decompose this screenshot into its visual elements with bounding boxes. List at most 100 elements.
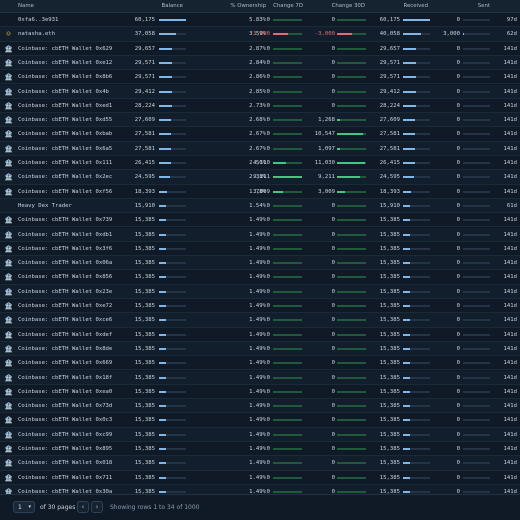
wallet-name-link[interactable]: Coinbase: cbETH Wallet 0x739 [18, 217, 113, 224]
table-row[interactable]: 🏦 Coinbase: cbETH Wallet 0x8b6 29,571 2.86%… [0, 70, 520, 85]
balance-value: 29,657 [134, 45, 155, 52]
age-value: 141d [503, 374, 517, 381]
header-name[interactable]: Name [18, 3, 34, 9]
change-30d-value: 0 [331, 102, 335, 109]
table-row[interactable]: 🏦 Coinbase: cbETH Wallet 0x18f 15,385 1.49%… [0, 370, 520, 385]
table-row[interactable]: 🏦 Coinbase: cbETH Wallet 0xdef 15,385 1.49%… [0, 328, 520, 342]
wallet-name-link[interactable]: Coinbase: cbETH Wallet 0xe12 [18, 59, 113, 66]
sent-value: 0 [456, 345, 460, 352]
table-row[interactable]: 🏦 Coinbase: cbETH Wallet 0x6a5 27,581 2.67%… [0, 141, 520, 156]
wallet-name-link[interactable]: Coinbase: cbETH Wallet 0xdef [18, 331, 113, 338]
wallet-name-link[interactable]: Coinbase: cbETH Wallet 0xe72 [18, 303, 113, 309]
header-received[interactable]: Received [403, 3, 428, 9]
table-row[interactable]: 🏦 Coinbase: cbETH Wallet 0xe12 29,571 2.84%… [0, 55, 520, 71]
wallet-name-link[interactable]: Coinbase: cbETH Wallet 0xf56 [18, 188, 113, 195]
table-row[interactable]: 🏦 Coinbase: cbETH Wallet 0x629 29,657 2.87%… [0, 42, 520, 56]
wallet-name-link[interactable]: Coinbase: cbETH Wallet 0xce6 [18, 317, 113, 324]
sent-value: 0 [456, 474, 460, 481]
change-7d-bar [273, 290, 302, 293]
header-change-30d[interactable]: Change 30D [331, 3, 365, 9]
table-row[interactable]: 🏦 Coinbase: cbETH Wallet 0x23e 15,385 1.49%… [0, 284, 520, 299]
table-row[interactable]: 🏦 Coinbase: cbETH Wallet 0x018 15,385 1.49%… [0, 456, 520, 471]
sent-value: 0 [456, 217, 460, 224]
wallet-name-link[interactable]: Coinbase: cbETH Wallet 0x4b [18, 88, 109, 95]
change-7d-value: 0 [266, 245, 270, 252]
table-row[interactable]: 🏦 Coinbase: cbETH Wallet 0xc99 15,385 1.49%… [0, 427, 520, 442]
table-row[interactable]: 🏦 Coinbase: cbETH Wallet 0xd55 27,609 2.68%… [0, 113, 520, 128]
table-row[interactable]: 🏦 Coinbase: cbETH Wallet 0x2ec 24,595 2.38%… [0, 170, 520, 185]
wallet-name-link[interactable]: Coinbase: cbETH Wallet 0xed1 [18, 102, 113, 109]
table-row[interactable]: 🏦 Coinbase: cbETH Wallet 0x4b 29,412 2.85% 0… [0, 84, 520, 99]
change-30d-bar [337, 262, 366, 265]
table-row[interactable]: 0xfa6..3e931 60,175 5.83% 0 0 60,175 0 97d [0, 13, 520, 28]
wallet-name-link[interactable]: Coinbase: cbETH Wallet 0x018 [18, 460, 113, 467]
table-row[interactable]: 🏦 Coinbase: cbETH Wallet 0x06a 15,385 1.49%… [0, 256, 520, 271]
wallet-name-link[interactable]: Coinbase: cbETH Wallet 0x8b6 [18, 74, 113, 81]
table-row[interactable]: 🏦 Coinbase: cbETH Wallet 0xbab 27,581 2.67%… [0, 127, 520, 142]
rows-summary: Showing rows 1 to 34 of 1000 [110, 504, 200, 511]
table-row[interactable]: 🏦 Coinbase: cbETH Wallet 0xea0 15,385 1.49%… [0, 385, 520, 400]
change-30d-bar [337, 19, 366, 21]
wallet-name-link[interactable]: Coinbase: cbETH Wallet 0x2ec [18, 174, 113, 181]
age-value: 141d [503, 388, 517, 395]
wallet-name-link[interactable]: Coinbase: cbETH Wallet 0x18f [18, 374, 113, 381]
change-7d-bar [273, 90, 302, 93]
table-row[interactable]: 🏦 Coinbase: cbETH Wallet 0x856 15,385 1.49%… [0, 270, 520, 285]
header-ownership[interactable]: % Ownership [230, 3, 266, 9]
wallet-name-link[interactable]: Coinbase: cbETH Wallet 0xbab [18, 131, 113, 138]
table-row[interactable]: 🏦 Coinbase: cbETH Wallet 0x739 15,385 1.49%… [0, 213, 520, 228]
table-row[interactable]: 🏦 Coinbase: cbETH Wallet 0x0c3 15,385 1.49%… [0, 413, 520, 428]
wallet-name-link[interactable]: Coinbase: cbETH Wallet 0x669 [18, 360, 113, 367]
table-row[interactable]: 🏦 Coinbase: cbETH Wallet 0xed1 28,224 2.73%… [0, 99, 520, 114]
wallet-name-link[interactable]: Coinbase: cbETH Wallet 0x6a5 [18, 145, 113, 152]
wallet-name-link[interactable]: Heavy Dex Trader [18, 202, 72, 209]
wallet-name-link[interactable]: 0xfa6..3e931 [18, 17, 59, 23]
wallet-name-link[interactable]: Coinbase: cbETH Wallet 0xea0 [18, 388, 113, 395]
wallet-name-link[interactable]: Coinbase: cbETH Wallet 0x23e [18, 288, 113, 295]
table-row[interactable]: 🏦 Coinbase: cbETH Wallet 0x111 26,415 2.56%… [0, 156, 520, 171]
prev-page-button[interactable]: ‹ [77, 501, 89, 513]
header-sent[interactable]: Sent [477, 3, 490, 9]
table-row[interactable]: 🏦 Coinbase: cbETH Wallet 0x73d 15,385 1.49%… [0, 399, 520, 414]
table-row[interactable]: 🏦 Coinbase: cbETH Wallet 0xe72 15,385 1.49%… [0, 299, 520, 314]
table-row[interactable]: 🏦 Coinbase: cbETH Wallet 0x711 15,385 1.49%… [0, 471, 520, 485]
wallet-name-link[interactable]: Coinbase: cbETH Wallet 0xdb1 [18, 231, 113, 238]
table-row[interactable]: 🏦 Coinbase: cbETH Wallet 0x669 15,385 1.49%… [0, 356, 520, 371]
page-select[interactable]: 1 ▾ [13, 501, 35, 513]
received-value: 15,385 [379, 460, 400, 467]
wallet-name-link[interactable]: Coinbase: cbETH Wallet 0x0c3 [18, 417, 113, 424]
bank-icon: 🏦 [4, 130, 13, 139]
wallet-name-link[interactable]: Coinbase: cbETH Wallet 0x895 [18, 446, 113, 452]
wallet-name-link[interactable]: Coinbase: cbETH Wallet 0x856 [18, 274, 113, 281]
wallet-name-link[interactable]: Coinbase: cbETH Wallet 0x711 [18, 474, 113, 481]
wallet-name-link[interactable]: Coinbase: cbETH Wallet 0xd55 [18, 117, 113, 124]
table-row[interactable]: 🏦 Coinbase: cbETH Wallet 0x3f6 15,385 1.49%… [0, 242, 520, 257]
header-change-7d[interactable]: Change 7D [273, 3, 303, 9]
change-30d-value: 0 [331, 431, 335, 438]
wallet-name-link[interactable]: Coinbase: cbETH Wallet 0x30a [18, 488, 113, 495]
balance-bar [159, 19, 186, 21]
wallet-name-link[interactable]: Coinbase: cbETH Wallet 0x73d [18, 403, 113, 410]
table-row[interactable]: 🏦 Coinbase: cbETH Wallet 0xf56 18,393 1.78%… [0, 185, 520, 199]
received-bar [403, 162, 430, 164]
wallet-name-link[interactable]: natasha.eth [18, 31, 56, 38]
balance-bar [159, 290, 186, 293]
wallet-name-link[interactable]: Coinbase: cbETH Wallet 0x8de [18, 345, 113, 352]
header-balance[interactable]: Balance [161, 3, 184, 9]
table-row[interactable]: ☺ natasha.eth 37,058 3.59% -3,000 -3,000 40,05… [0, 27, 520, 42]
change-7d-bar [273, 490, 302, 493]
wallet-name-link[interactable]: Coinbase: cbETH Wallet 0x3f6 [18, 245, 113, 252]
bank-icon: 🏦 [4, 344, 13, 353]
change-30d-bar [337, 433, 366, 436]
wallet-name-link[interactable]: Coinbase: cbETH Wallet 0x06a [18, 260, 113, 267]
table-row[interactable]: 🏦 Coinbase: cbETH Wallet 0xce6 15,385 1.49%… [0, 313, 520, 328]
wallet-name-link[interactable]: Coinbase: cbETH Wallet 0x111 [18, 160, 113, 166]
next-page-button[interactable]: › [91, 501, 103, 513]
table-row[interactable]: 🏦 Coinbase: cbETH Wallet 0x8de 15,385 1.49%… [0, 341, 520, 357]
table-row[interactable]: 🏦 Coinbase: cbETH Wallet 0xdb1 15,385 1.49%… [0, 227, 520, 242]
table-row[interactable]: Heavy Dex Trader 15,910 1.54% 0 0 15,910 0 61d [0, 198, 520, 214]
wallet-name-link[interactable]: Coinbase: cbETH Wallet 0xc99 [18, 431, 113, 438]
ownership-value: 1.49% [249, 446, 266, 452]
table-row[interactable]: 🏦 Coinbase: cbETH Wallet 0x895 15,385 1.49%… [0, 442, 520, 457]
wallet-name-link[interactable]: Coinbase: cbETH Wallet 0x629 [18, 45, 113, 52]
